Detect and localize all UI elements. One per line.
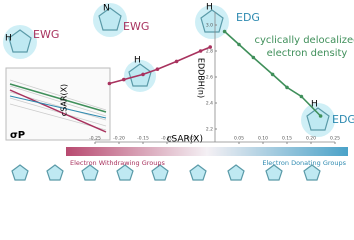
point — [237, 42, 241, 47]
point — [155, 67, 160, 71]
x-tick-label: 0.25 — [330, 136, 340, 142]
atom-label: H — [5, 34, 12, 44]
point — [222, 29, 227, 34]
x-tick-label: -0.25 — [89, 136, 101, 142]
x-tick-label: -0.05 — [185, 136, 197, 142]
x-tick-label: -0.20 — [113, 136, 125, 142]
x-tick-label: 0.20 — [306, 136, 316, 142]
point — [208, 45, 212, 49]
y-tick-label: 2.8 — [206, 49, 213, 55]
ewg-label: EWG — [33, 28, 59, 41]
x-axis-label: cSAR(X) — [167, 135, 203, 145]
point — [198, 49, 203, 53]
inset-x-label: cSAR(X) — [60, 84, 69, 116]
atom-label: H — [311, 100, 318, 110]
caption: cyclically delocalized — [254, 35, 354, 46]
caption: electron density — [267, 48, 348, 59]
y-tick-label: 2.2 — [206, 127, 213, 133]
color-bar — [66, 147, 348, 156]
point — [141, 72, 145, 77]
inset-chart: σP cSAR(X) — [5, 67, 111, 141]
x-tick-label: -0.10 — [161, 136, 173, 142]
point — [174, 59, 179, 64]
atom-label: H — [206, 3, 213, 13]
point — [107, 81, 112, 86]
edg-label: EDG — [236, 11, 260, 24]
x-tick-label: 0.15 — [282, 136, 292, 142]
point — [318, 114, 323, 118]
edg-label: EDG — [332, 113, 354, 126]
legend-label: Electron Withdrawing Groups — [70, 159, 165, 167]
ewg-label: EWG — [123, 20, 149, 33]
x-tick-label: 0.10 — [258, 136, 268, 142]
x-tick-label: -0.15 — [137, 136, 149, 142]
atom-label: H — [134, 56, 141, 66]
point — [270, 72, 275, 77]
point — [299, 94, 304, 99]
x-tick-label: 0.05 — [234, 136, 244, 142]
point — [285, 85, 289, 90]
y-tick-label: 3.0 — [206, 23, 213, 29]
legend-label: Electron Donating Groups — [262, 159, 346, 167]
y-tick-label: 2.6 — [206, 75, 213, 81]
point — [251, 55, 256, 60]
inset-frame — [5, 67, 111, 141]
atom-label: N — [103, 4, 110, 14]
point — [122, 77, 126, 82]
y-tick-label: 2.4 — [206, 101, 213, 107]
inset-y-label: σP — [10, 130, 25, 141]
y-axis-label: EDDBH(n) — [197, 58, 206, 98]
graphical-abstract: σP cSAR(X) H N H H H EWG EWG EDG EDG cyc… — [3, 3, 354, 181]
